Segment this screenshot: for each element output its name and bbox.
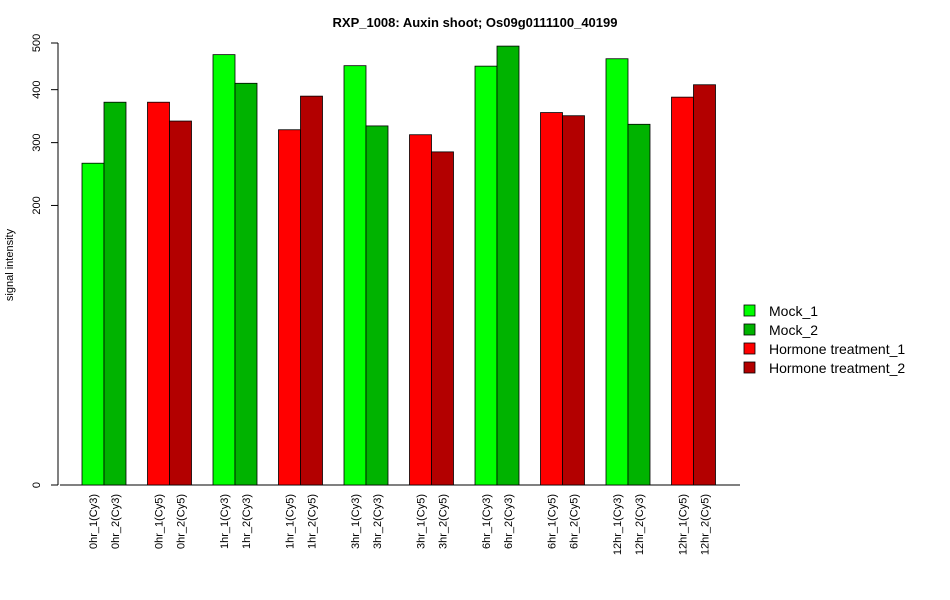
bar-0hr_2(Cy5)	[169, 120, 192, 486]
x-category-label: 0hr_1(Cy3)	[88, 494, 100, 549]
x-category-label: 6hr_1(Cy5)	[547, 494, 559, 549]
bar-1hr_1(Cy5)	[278, 129, 301, 486]
x-category-label: 1hr_1(Cy5)	[285, 494, 297, 549]
legend-swatch	[743, 361, 756, 374]
x-category-label: 1hr_2(Cy5)	[307, 494, 319, 549]
x-category-label: 12hr_2(Cy3)	[634, 494, 646, 555]
bar-3hr_1(Cy5)	[409, 134, 432, 486]
x-category-label: 3hr_1(Cy3)	[350, 494, 362, 549]
bar-6hr_2(Cy5)	[562, 115, 585, 486]
x-category-label: 6hr_1(Cy3)	[481, 494, 493, 549]
legend: Mock_1 Mock_2 Hormone treatment_1 Hormone t…	[743, 303, 905, 376]
bar-12hr_1(Cy3)	[605, 58, 629, 486]
y-axis: 0 200 300 400 500	[31, 34, 59, 488]
x-category-label: 0hr_2(Cy5)	[176, 494, 188, 549]
x-category-label: 0hr_1(Cy5)	[154, 494, 166, 549]
y-tick-label: 300	[31, 133, 43, 151]
bar-12hr_2(Cy5)	[693, 84, 716, 486]
x-category-label: 1hr_2(Cy3)	[241, 494, 253, 549]
x-category-label: 12hr_2(Cy5)	[700, 494, 712, 555]
bar-3hr_2(Cy5)	[431, 151, 454, 486]
category-labels: 0hr_1(Cy3) 0hr_2(Cy3) 0hr_1(Cy5) 0hr_2(Cy5)…	[88, 494, 712, 555]
y-axis-label: signal intensity	[4, 228, 16, 301]
bar-0hr_2(Cy3)	[103, 101, 127, 486]
x-category-label: 0hr_2(Cy3)	[110, 494, 122, 549]
y-tick-label: 200	[31, 196, 43, 214]
bar-6hr_2(Cy3)	[496, 45, 520, 486]
bar-1hr_2(Cy5)	[300, 95, 323, 486]
bar-6hr_1(Cy3)	[474, 65, 498, 486]
bar-0hr_1(Cy5)	[147, 101, 170, 486]
bar-6hr_1(Cy5)	[540, 112, 563, 486]
x-category-label: 1hr_1(Cy3)	[219, 494, 231, 549]
x-category-label: 12hr_1(Cy5)	[678, 494, 690, 555]
x-category-label: 6hr_2(Cy3)	[503, 494, 515, 549]
x-category-label: 6hr_2(Cy5)	[569, 494, 581, 549]
legend-swatch	[743, 323, 756, 336]
x-category-label: 3hr_2(Cy3)	[372, 494, 384, 549]
bar-12hr_2(Cy3)	[627, 123, 651, 486]
x-category-label: 3hr_1(Cy5)	[416, 494, 428, 549]
bar-0hr_1(Cy3)	[81, 162, 105, 486]
legend-swatch	[743, 304, 756, 317]
chart-title: RXP_1008: Auxin shoot; Os09g0111100_4019…	[333, 15, 618, 30]
y-tick-label: 500	[31, 34, 43, 52]
bar-12hr_1(Cy5)	[671, 96, 694, 486]
y-tick-label: 400	[31, 80, 43, 98]
x-category-label: 3hr_2(Cy5)	[438, 494, 450, 549]
x-category-label: 12hr_1(Cy3)	[612, 494, 624, 555]
legend-swatch	[743, 342, 756, 355]
legend-label: Mock_1	[769, 303, 818, 319]
bar-3hr_1(Cy3)	[343, 65, 367, 486]
y-tick-label: 0	[31, 482, 43, 488]
legend-label: Mock_2	[769, 322, 818, 338]
legend-label: Hormone treatment_1	[769, 341, 905, 357]
legend-label: Hormone treatment_2	[769, 360, 905, 376]
bar-1hr_1(Cy3)	[212, 54, 236, 486]
bar-series-group	[81, 45, 716, 486]
bar-3hr_2(Cy3)	[365, 125, 389, 486]
bar-1hr_2(Cy3)	[234, 82, 258, 486]
